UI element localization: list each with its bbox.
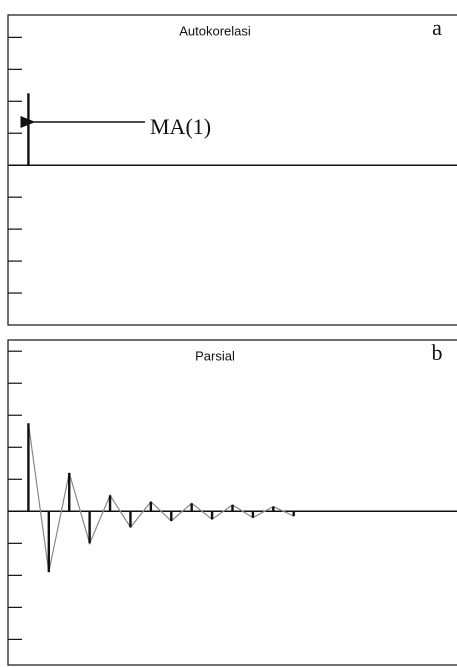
chart-title: Autokorelasi xyxy=(179,23,251,38)
correlation-spike xyxy=(88,511,91,544)
correlation-spike xyxy=(292,511,295,517)
plot-frame xyxy=(7,339,457,666)
correlation-spike xyxy=(170,511,173,521)
correlation-spike xyxy=(149,501,153,512)
correlation-spike xyxy=(231,504,234,512)
correlation-spike xyxy=(27,423,30,512)
annotation: MA(1) xyxy=(150,114,211,139)
correlation-spike xyxy=(272,506,275,512)
correlation-spike xyxy=(108,495,112,512)
panel-label: a xyxy=(432,15,442,40)
correlation-spike xyxy=(129,511,132,528)
correlation-spike xyxy=(47,511,51,573)
correlation-spike xyxy=(190,503,193,512)
correlation-spike xyxy=(27,93,30,166)
correlation-spike xyxy=(210,511,214,520)
chart-title: Parsial xyxy=(195,348,235,363)
correlation-spike xyxy=(251,511,255,518)
panel-label: b xyxy=(432,340,443,365)
correlation-spike xyxy=(68,472,71,512)
pacf-line xyxy=(27,423,294,573)
plot-frame xyxy=(7,14,457,326)
